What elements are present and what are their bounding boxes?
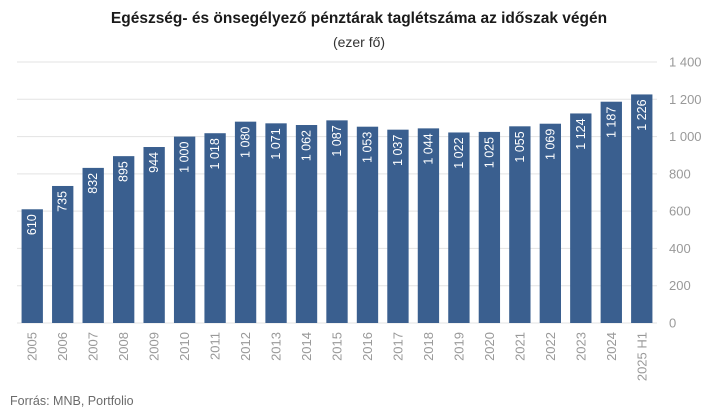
bar [417, 128, 440, 323]
data-label: 832 [86, 173, 100, 194]
data-label: 1 055 [513, 131, 527, 162]
data-label: 1 080 [239, 127, 253, 158]
bar [265, 123, 287, 324]
x-tick-label: 2023 [573, 332, 588, 361]
bar [478, 131, 501, 323]
data-label: 895 [117, 161, 131, 182]
x-tick-label: 2021 [512, 332, 527, 361]
bar [21, 209, 43, 323]
x-tick-label: 2009 [147, 332, 162, 361]
x-tick-label: 2024 [604, 332, 619, 361]
y-axis: 0 200 400 600 800 1 000 1 200 1 400 [669, 55, 702, 331]
x-tick-label: 2025 H1 [634, 332, 649, 381]
bar [570, 113, 592, 323]
data-label: 1 087 [330, 125, 344, 156]
bar [82, 167, 104, 323]
data-label: 1 022 [452, 137, 466, 168]
bar [295, 125, 318, 324]
y-tick-label: 1 000 [669, 129, 702, 144]
y-tick-label: 400 [669, 241, 691, 256]
data-label: 1 124 [574, 118, 588, 149]
data-label: 1 044 [421, 133, 435, 164]
bar [52, 185, 74, 323]
data-label: 1 226 [635, 99, 649, 130]
bar [448, 132, 470, 323]
x-tick-label: 2018 [421, 332, 436, 361]
data-label: 1 187 [604, 107, 618, 138]
x-tick-label: 2017 [390, 332, 405, 361]
x-tick-label: 2012 [238, 332, 253, 361]
x-tick-label: 2015 [330, 332, 345, 361]
chart-title: Egészség- és önsegélyező pénztárak taglé… [110, 10, 608, 27]
data-label: 1 071 [269, 128, 283, 159]
data-label: 1 069 [543, 129, 557, 160]
y-tick-label: 1 400 [669, 55, 702, 70]
bar [539, 123, 561, 323]
bar [600, 101, 622, 323]
x-tick-label: 2006 [55, 332, 70, 361]
x-tick-label: 2005 [25, 332, 40, 361]
data-label: 1 025 [482, 137, 496, 168]
bar [143, 147, 165, 323]
x-tick-label: 2014 [299, 332, 314, 361]
chart-subtitle: (ezer fő) [332, 34, 386, 50]
data-label: 735 [56, 191, 70, 212]
data-label: 944 [147, 152, 161, 173]
bar [387, 129, 409, 323]
y-tick-label: 600 [669, 204, 691, 219]
x-tick-label: 2019 [451, 332, 466, 361]
data-label: 1 037 [391, 135, 405, 166]
y-tick-label: 1 200 [669, 92, 702, 107]
bar [234, 121, 257, 324]
bars [21, 94, 653, 324]
bar [326, 120, 348, 323]
bar [509, 126, 531, 323]
x-tick-label: 2016 [360, 332, 375, 361]
data-label: 610 [25, 214, 39, 235]
bar [113, 156, 135, 323]
y-tick-label: 800 [669, 166, 691, 181]
data-labels: 610 735 832 895 944 1 000 1 018 1 080 1 071 1 062… [25, 99, 649, 235]
bar [356, 126, 379, 324]
data-label: 1 000 [178, 142, 192, 173]
x-tick-label: 2007 [86, 332, 101, 361]
x-tick-label: 2020 [482, 332, 497, 361]
bar [204, 133, 226, 323]
y-tick-label: 200 [669, 278, 691, 293]
source-note: Forrás: MNB, Portfolio [10, 394, 134, 408]
x-axis: 2005 2006 2007 2008 2009 2010 2011 2012 2013 2014… [25, 332, 650, 381]
bar [173, 136, 196, 323]
x-tick-label: 2013 [269, 332, 284, 361]
x-tick-label: 2022 [543, 332, 558, 361]
data-label: 1 053 [360, 132, 374, 163]
x-tick-label: 2008 [116, 332, 131, 361]
bar [631, 94, 653, 323]
data-label: 1 018 [208, 138, 222, 169]
y-tick-label: 0 [669, 316, 676, 331]
x-tick-label: 2011 [208, 332, 223, 360]
data-label: 1 062 [300, 130, 314, 161]
x-tick-label: 2010 [177, 332, 192, 361]
